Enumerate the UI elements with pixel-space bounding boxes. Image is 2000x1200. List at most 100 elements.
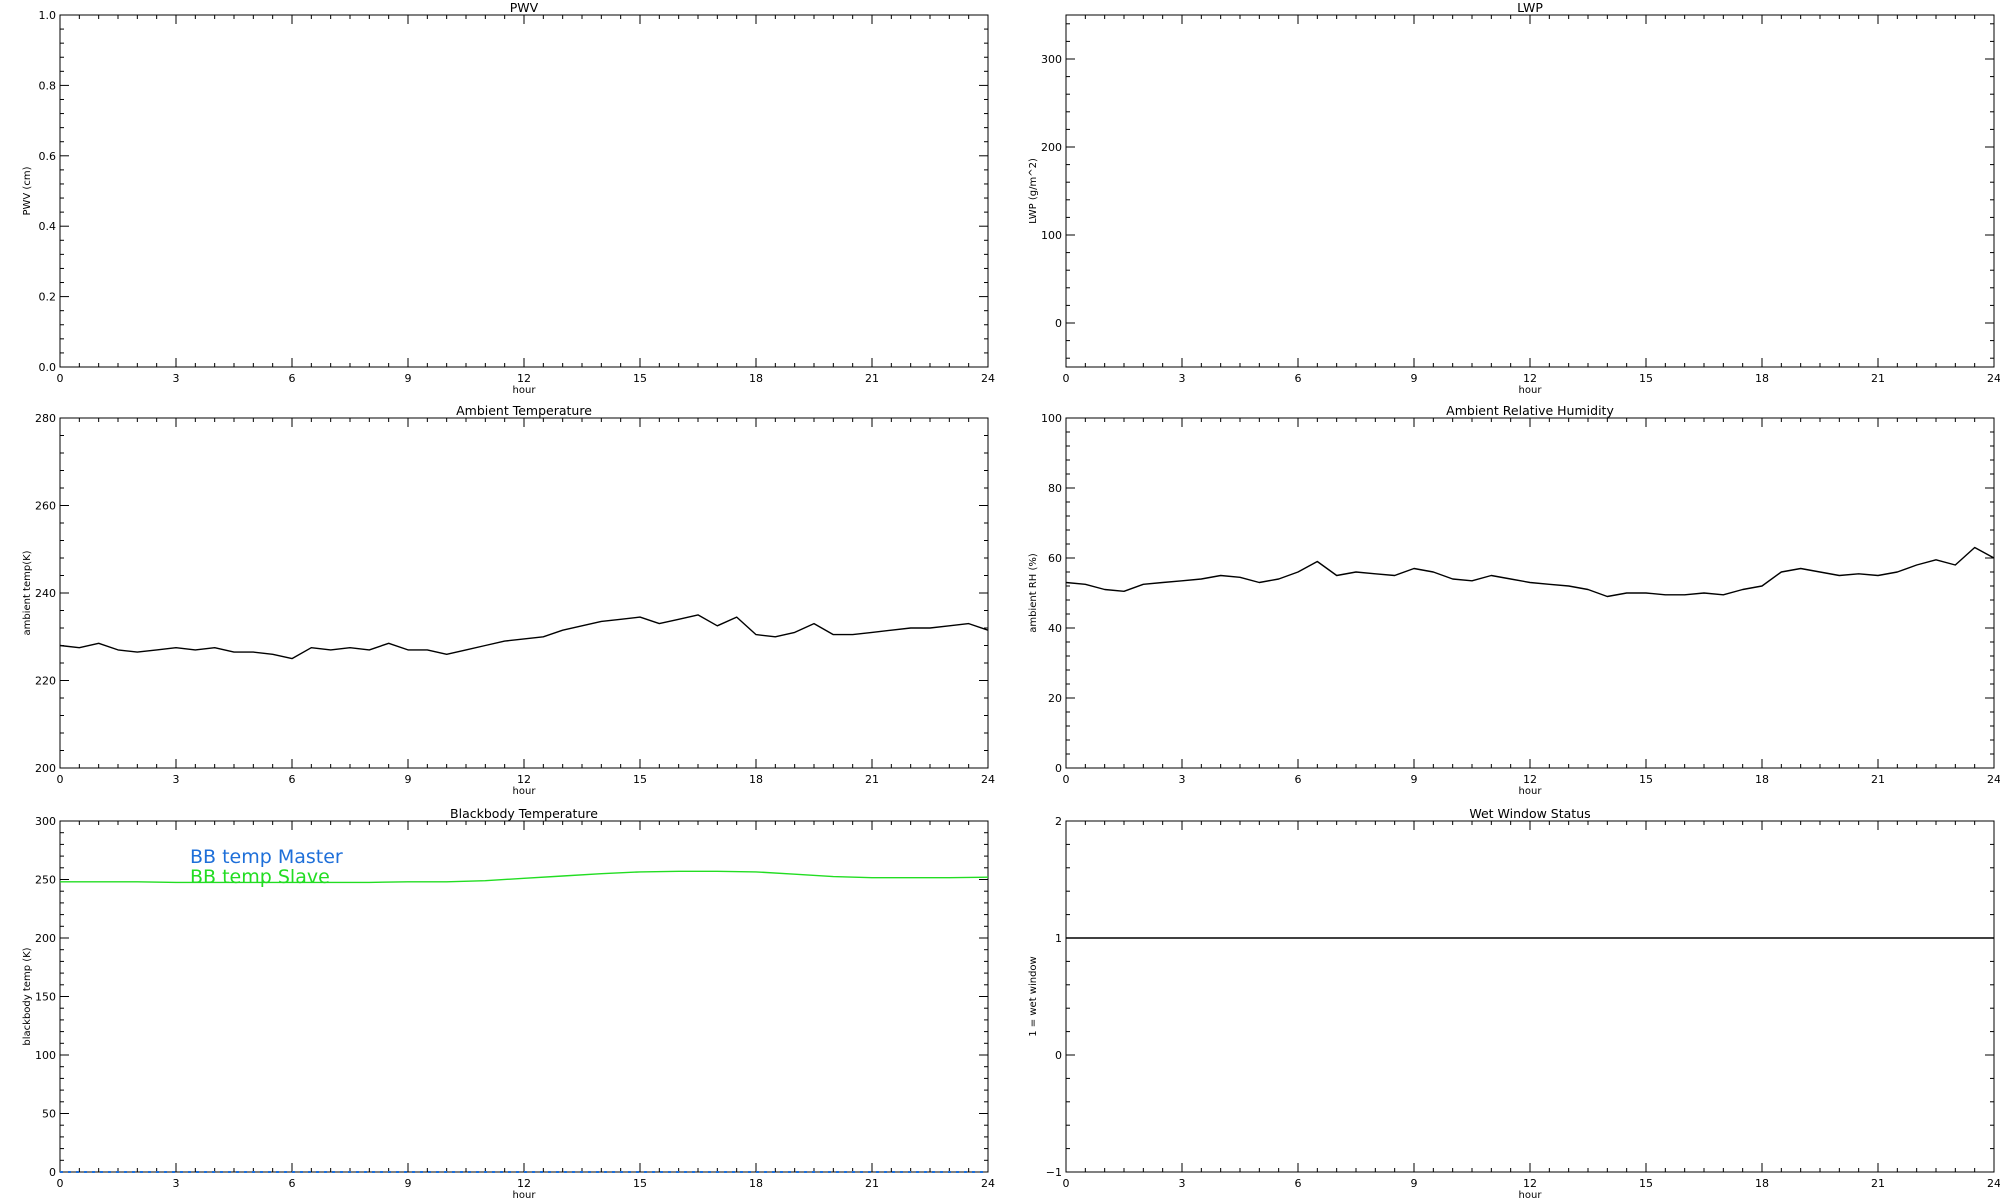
- y-tick-label: −1: [1046, 1166, 1062, 1179]
- y-axis-label: LWP (g/m^2): [1028, 158, 1039, 224]
- x-tick-label: 9: [1411, 773, 1418, 786]
- chart-title: Ambient Temperature: [456, 403, 592, 418]
- y-tick-label: 1: [1055, 932, 1062, 945]
- y-tick-label: 200: [1041, 141, 1062, 154]
- series-line-0: [1065, 546, 1995, 598]
- x-axis-label: hour: [1519, 1190, 1543, 1200]
- chart-title: LWP: [1517, 0, 1543, 15]
- x-tick-label: 15: [633, 773, 647, 786]
- y-tick-label: 100: [35, 1049, 56, 1062]
- y-tick-label: 0.4: [39, 220, 57, 233]
- y-axis-label: ambient temp(K): [22, 550, 33, 635]
- plot-frame: [1065, 417, 1995, 769]
- x-tick-label: 9: [405, 1177, 412, 1190]
- x-tick-label: 24: [981, 773, 995, 786]
- x-tick-label: 21: [865, 372, 879, 385]
- plot-frame: [1065, 14, 1995, 368]
- y-tick-label: 0: [49, 1166, 56, 1179]
- x-tick-label: 0: [1063, 773, 1070, 786]
- x-tick-label: 3: [1179, 372, 1186, 385]
- x-tick-label: 3: [173, 1177, 180, 1190]
- x-tick-label: 24: [981, 372, 995, 385]
- x-tick-label: 18: [1755, 372, 1769, 385]
- x-tick-label: 24: [1987, 773, 2000, 786]
- plot-frame: [59, 14, 989, 368]
- x-tick-label: 6: [289, 773, 296, 786]
- x-tick-label: 18: [1755, 1177, 1769, 1190]
- y-tick-label: 1.0: [39, 9, 57, 22]
- x-tick-label: 24: [981, 1177, 995, 1190]
- chart-title: Wet Window Status: [1469, 806, 1590, 821]
- y-tick-label: 300: [1041, 53, 1062, 66]
- x-axis-label: hour: [1519, 385, 1543, 396]
- x-tick-label: 9: [405, 372, 412, 385]
- y-axis-label: PWV (cm): [22, 166, 33, 215]
- x-axis-label: hour: [513, 385, 537, 396]
- x-tick-label: 18: [749, 773, 763, 786]
- x-tick-label: 21: [865, 773, 879, 786]
- x-axis-label: hour: [513, 786, 537, 797]
- x-axis-label: hour: [1519, 786, 1543, 797]
- x-tick-label: 6: [1295, 773, 1302, 786]
- y-tick-label: 0: [1055, 762, 1062, 775]
- y-tick-label: 250: [35, 874, 56, 887]
- y-axis-label: ambient RH (%): [1028, 553, 1039, 633]
- x-tick-label: 12: [517, 1177, 531, 1190]
- x-tick-label: 12: [517, 773, 531, 786]
- x-tick-label: 0: [57, 372, 64, 385]
- y-tick-label: 2: [1055, 815, 1062, 828]
- y-tick-label: 200: [35, 932, 56, 945]
- y-axis-label: blackbody temp (K): [22, 947, 33, 1045]
- chart-ambient-temperature: Ambient Temperature 0 3 6 9 12 15 18 21 24 200 220 2…: [22, 403, 995, 797]
- y-tick-label: 0.8: [39, 79, 57, 92]
- x-tick-label: 21: [865, 1177, 879, 1190]
- y-tick-label: 0.6: [39, 150, 57, 163]
- x-tick-label: 6: [1295, 1177, 1302, 1190]
- x-tick-label: 21: [1871, 372, 1885, 385]
- x-tick-label: 12: [517, 372, 531, 385]
- x-tick-label: 24: [1987, 1177, 2000, 1190]
- y-tick-label: 60: [1048, 552, 1062, 565]
- series-line-0: [59, 614, 989, 660]
- y-tick-label: 100: [1041, 229, 1062, 242]
- x-tick-label: 18: [749, 372, 763, 385]
- chart-title: Blackbody Temperature: [450, 806, 598, 821]
- chart-pwv: PWV 0 3 6 9 12 15 18 21 24 0.0 0.2 0.4 0.6 0.8 1.0 hour P…: [22, 0, 995, 396]
- y-tick-label: 0.0: [39, 361, 57, 374]
- y-tick-label: 0: [1055, 1049, 1062, 1062]
- x-tick-label: 15: [1639, 372, 1653, 385]
- x-tick-label: 21: [1871, 1177, 1885, 1190]
- y-tick-label: 50: [42, 1108, 56, 1121]
- legend-entry: BB temp Master: [190, 846, 343, 868]
- x-tick-label: 18: [749, 1177, 763, 1190]
- x-tick-label: 0: [1063, 372, 1070, 385]
- y-tick-label: 0.2: [39, 291, 57, 304]
- chart-title: PWV: [510, 0, 539, 15]
- y-tick-label: 280: [35, 412, 56, 425]
- y-tick-label: 240: [35, 587, 56, 600]
- x-tick-label: 9: [405, 773, 412, 786]
- x-axis-label: hour: [513, 1190, 537, 1200]
- x-tick-label: 18: [1755, 773, 1769, 786]
- y-tick-label: 100: [1041, 412, 1062, 425]
- x-tick-label: 12: [1523, 1177, 1537, 1190]
- legend-entry: BB temp Slave: [190, 866, 330, 888]
- y-axis-label: 1 = wet window: [1028, 956, 1039, 1036]
- x-tick-label: 15: [633, 1177, 647, 1190]
- series-line-1: [60, 870, 989, 884]
- y-tick-label: 40: [1048, 622, 1062, 635]
- y-tick-label: 200: [35, 762, 56, 775]
- x-tick-label: 3: [1179, 773, 1186, 786]
- x-tick-label: 3: [173, 372, 180, 385]
- x-tick-label: 0: [57, 773, 64, 786]
- chart-blackbody-temperature: Blackbody Temperature 0 3 6 9 12 15 18 21 24 0 50 10…: [22, 806, 995, 1200]
- x-tick-label: 21: [1871, 773, 1885, 786]
- x-tick-label: 15: [1639, 773, 1653, 786]
- y-tick-label: 300: [35, 815, 56, 828]
- y-tick-label: 80: [1048, 482, 1062, 495]
- x-tick-label: 15: [633, 372, 647, 385]
- x-tick-label: 15: [1639, 1177, 1653, 1190]
- y-tick-label: 0: [1055, 317, 1062, 330]
